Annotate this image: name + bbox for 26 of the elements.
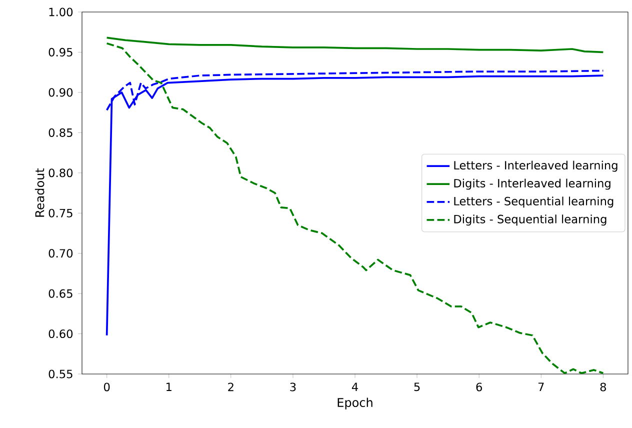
- y-tick-label: 0.55: [48, 370, 72, 378]
- y-tick-label: 0.95: [48, 48, 72, 57]
- legend-label: Digits - Interleaved learning: [454, 178, 610, 190]
- legend-label: Letters - Sequential learning: [454, 196, 614, 208]
- x-tick-label: 3: [290, 382, 296, 392]
- line-series: [106, 36, 604, 54]
- y-tick-label: 0.60: [48, 329, 73, 338]
- x-tick-label: 8: [600, 382, 606, 392]
- x-tick-label: 1: [166, 382, 172, 391]
- x-tick-label: 6: [476, 382, 482, 392]
- y-tick-label: 0.65: [48, 289, 72, 298]
- x-tick-label: 4: [352, 382, 358, 391]
- legend-label: Digits - Sequential learning: [454, 214, 606, 226]
- x-tick-label: 7: [538, 382, 544, 391]
- y-tick-label: 1.00: [49, 8, 73, 16]
- x-tick-label: 0: [104, 382, 110, 392]
- legend-label: Letters - Interleaved learning: [454, 160, 618, 172]
- x-tick-label: 5: [414, 382, 420, 392]
- y-tick-label: 0.85: [48, 128, 72, 137]
- y-tick-label: 0.75: [48, 208, 72, 218]
- y-tick-label: 0.70: [48, 249, 73, 258]
- x-axis-title: Epoch: [338, 398, 372, 410]
- y-tick-label: 0.90: [48, 88, 73, 97]
- y-axis-title: Readout: [34, 168, 44, 217]
- y-tick-label: 0.80: [48, 168, 73, 178]
- x-tick-label: 2: [228, 382, 234, 392]
